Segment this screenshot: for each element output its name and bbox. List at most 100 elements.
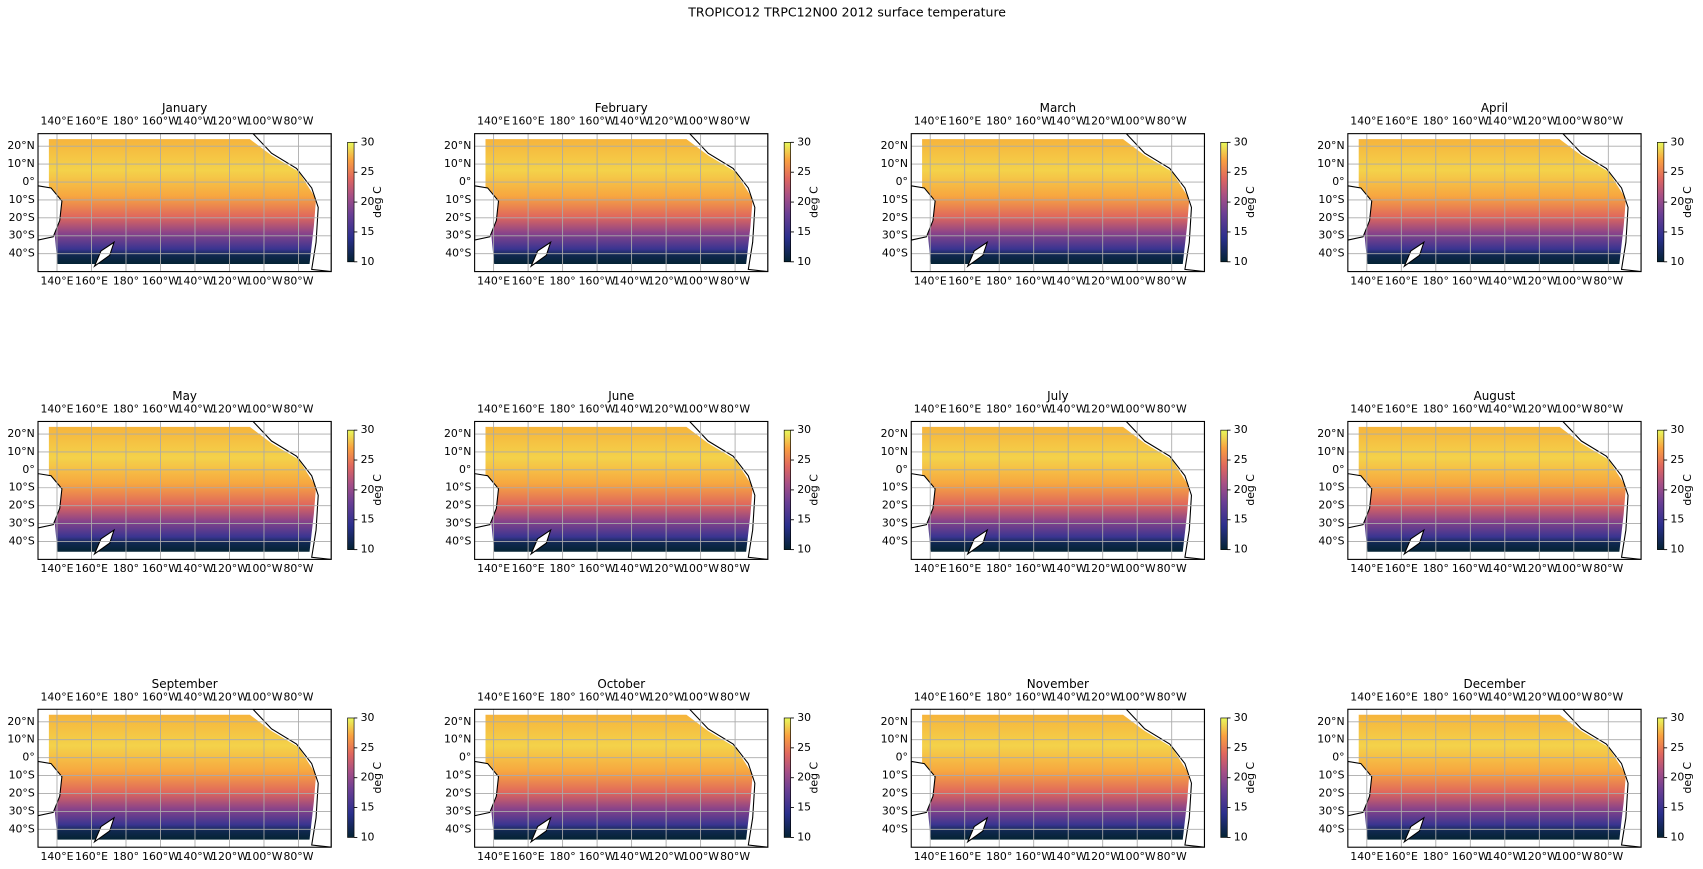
lat-tick-label: 10°S: [9, 193, 35, 206]
colorbar-tick-label: 20: [797, 483, 811, 496]
colorbar: [1220, 429, 1228, 550]
land: [1347, 185, 1373, 241]
lon-tick-label: 160°W: [1452, 850, 1489, 863]
colorbar-tick-label: 20: [1670, 483, 1684, 496]
lon-tick-label: 140°E: [477, 115, 510, 128]
lon-tick-label: 140°E: [1350, 562, 1383, 575]
colorbar-tick-label: 30: [797, 423, 811, 436]
lon-tick-label: 160°E: [75, 115, 108, 128]
lon-tick-label: 160°W: [1452, 690, 1489, 703]
lon-tick-label: 160°W: [142, 562, 179, 575]
land: [966, 240, 989, 268]
land: [529, 240, 552, 268]
colorbar-tick-label: 20: [797, 195, 811, 208]
lon-tick-label: 140°E: [477, 403, 510, 416]
map-frame: [474, 708, 769, 848]
lat-tick-label: 0°: [22, 463, 34, 476]
map-frame: [37, 133, 332, 273]
lon-tick-label: 140°W: [1486, 850, 1523, 863]
colorbar: [1657, 142, 1665, 263]
land: [1403, 816, 1425, 844]
map-area: [38, 709, 332, 848]
lon-tick-label: 140°E: [477, 850, 510, 863]
map-frame: [37, 708, 332, 848]
lat-tick-label: 0°: [459, 751, 471, 764]
map-area: [38, 133, 332, 272]
colorbar-tick-label: 10: [797, 830, 811, 843]
land: [474, 185, 500, 241]
lon-tick-label: 180°: [986, 115, 1012, 128]
lon-tick-label: 100°W: [1119, 274, 1156, 287]
colorbar-tick-label: 30: [797, 711, 811, 724]
colorbar-tick-label: 25: [797, 453, 811, 466]
colorbar-tick-label: 15: [797, 225, 811, 238]
lat-tick-label: 20°N: [881, 139, 908, 152]
land: [252, 133, 332, 272]
colorbar-tick-label: 30: [1234, 135, 1248, 148]
map-frame: [37, 420, 332, 560]
colorbar-label: deg C: [1244, 762, 1257, 794]
lat-tick-label: 20°S: [882, 786, 908, 799]
ocean-field: [922, 139, 1190, 264]
lon-tick-label: 80°W: [283, 850, 313, 863]
lon-tick-label: 120°W: [211, 690, 248, 703]
land: [529, 528, 552, 556]
colorbar-tick-label: 30: [1670, 423, 1684, 436]
map-panel: December140°E140°E160°E160°E180°180°160°…: [1317, 677, 1694, 863]
lon-tick-label: 160°E: [1385, 690, 1418, 703]
land: [966, 528, 989, 556]
lon-tick-label: 140°W: [613, 690, 650, 703]
lat-tick-label: 20°N: [444, 139, 471, 152]
lon-tick-label: 160°W: [142, 403, 179, 416]
colorbar: [347, 142, 355, 263]
land: [966, 816, 989, 844]
lon-tick-label: 140°W: [613, 850, 650, 863]
lon-tick-label: 80°W: [720, 690, 750, 703]
map-panel: January140°E140°E160°E160°E180°180°160°W…: [7, 101, 384, 287]
lon-tick-label: 180°: [1423, 115, 1449, 128]
lon-tick-label: 160°E: [512, 403, 545, 416]
map-panel: August140°E140°E160°E160°E180°180°160°W1…: [1317, 389, 1694, 575]
lon-tick-label: 160°W: [142, 850, 179, 863]
lon-tick-label: 140°E: [914, 115, 947, 128]
colorbar: [783, 142, 792, 263]
lon-tick-label: 140°W: [177, 850, 214, 863]
colorbar-tick-label: 15: [1234, 513, 1248, 526]
colorbar-tick-label: 20: [1234, 771, 1248, 784]
land: [38, 760, 63, 817]
lon-tick-label: 140°E: [914, 850, 947, 863]
map-panel: April140°E140°E160°E160°E180°180°160°W16…: [1317, 101, 1694, 287]
colorbar-tick-label: 15: [797, 513, 811, 526]
land: [1125, 133, 1205, 272]
lon-tick-label: 160°E: [948, 690, 981, 703]
land: [1347, 473, 1373, 529]
lon-tick-label: 120°W: [1521, 850, 1558, 863]
land: [911, 185, 936, 241]
lon-tick-label: 180°: [1423, 850, 1449, 863]
land: [688, 421, 768, 560]
lon-tick-label: 180°: [113, 115, 139, 128]
colorbar-label: deg C: [1681, 474, 1694, 506]
lon-tick-label: 100°W: [246, 115, 283, 128]
lon-tick-label: 180°: [113, 562, 139, 575]
lon-tick-label: 140°W: [613, 562, 650, 575]
lon-tick-label: 180°: [113, 690, 139, 703]
land: [474, 760, 500, 817]
lon-tick-label: 100°W: [246, 690, 283, 703]
lon-tick-label: 120°W: [1521, 274, 1558, 287]
colorbar-tick-label: 10: [361, 255, 375, 268]
land: [93, 816, 116, 844]
lon-tick-label: 120°W: [1084, 274, 1121, 287]
lon-tick-label: 100°W: [1119, 850, 1156, 863]
lon-tick-label: 80°W: [720, 562, 750, 575]
lat-tick-label: 20°N: [7, 139, 34, 152]
lon-tick-label: 140°E: [914, 562, 947, 575]
land: [1562, 133, 1642, 272]
colorbar-tick-label: 25: [797, 165, 811, 178]
lon-tick-label: 80°W: [283, 562, 313, 575]
land: [1125, 421, 1205, 560]
lat-tick-label: 10°S: [445, 769, 471, 782]
colorbar: [1220, 717, 1228, 838]
lon-tick-label: 120°W: [211, 850, 248, 863]
colorbar: [347, 429, 355, 550]
